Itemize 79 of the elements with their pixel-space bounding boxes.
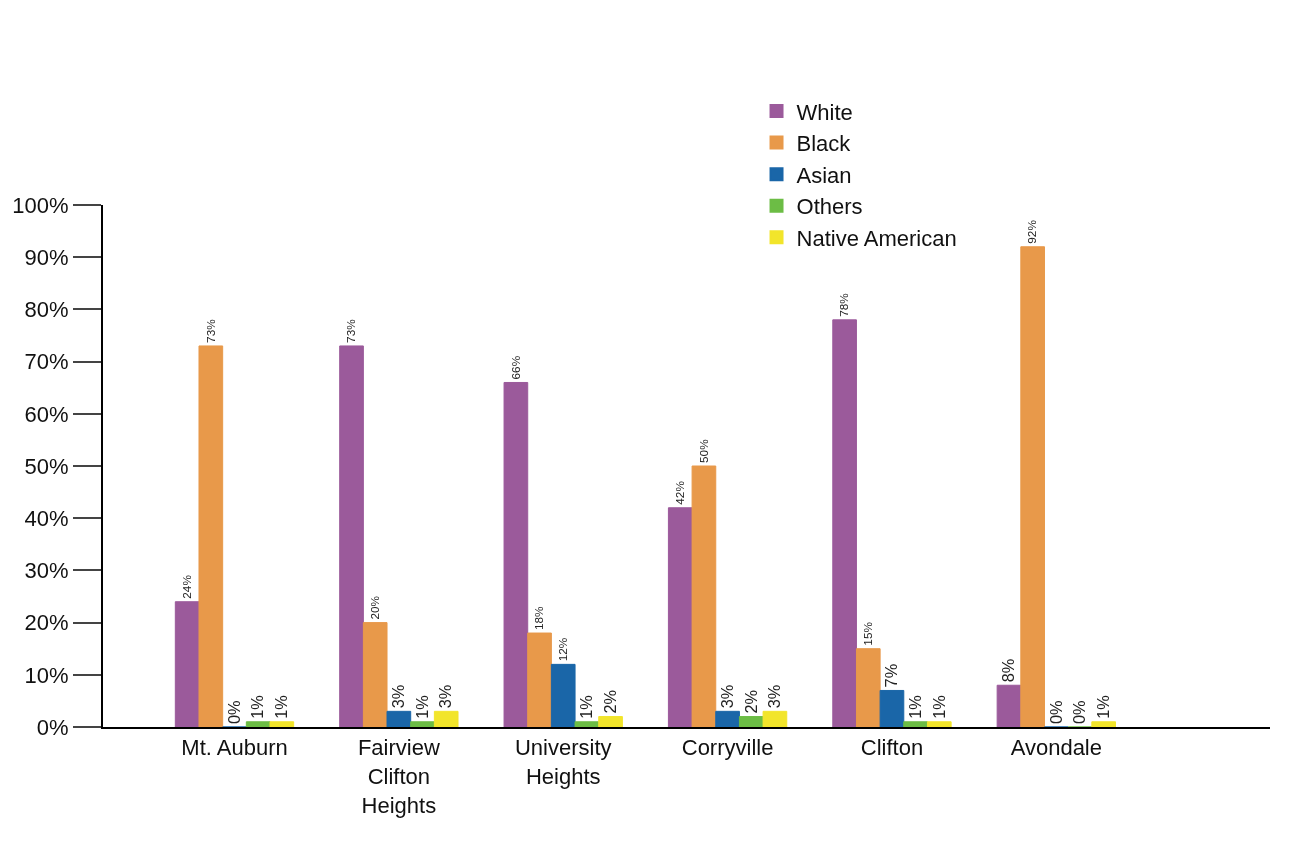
y-tick-label: 30%	[24, 558, 69, 584]
bar	[1091, 721, 1116, 727]
bar	[903, 721, 928, 727]
data-label: 0%	[1046, 700, 1065, 724]
x-tick-label: Mt. Auburn	[181, 735, 288, 761]
y-tick-label: 40%	[24, 505, 69, 531]
bar	[269, 721, 295, 727]
data-label: 8%	[999, 658, 1018, 683]
bar	[879, 689, 905, 727]
bar	[527, 632, 552, 727]
data-label: 42%	[673, 480, 688, 505]
data-label: 92%	[1025, 219, 1040, 244]
legend-label: Asian	[796, 162, 852, 188]
data-label: 50%	[696, 438, 711, 463]
y-tick-label: 90%	[24, 244, 69, 270]
data-label: 1%	[1093, 695, 1112, 719]
x-tick-label: Fairview Clifton Heights	[357, 735, 440, 818]
x-tick-label: Avondale	[1010, 735, 1102, 761]
bar	[1020, 246, 1045, 727]
legend-label: Others	[796, 194, 863, 220]
data-label: 66%	[508, 355, 523, 380]
data-label: 1%	[577, 695, 596, 719]
legend-label: Native American	[796, 225, 957, 251]
bar	[738, 716, 764, 727]
x-tick-label: University Heights	[514, 735, 612, 789]
data-label: 1%	[905, 695, 924, 719]
bar	[926, 721, 952, 727]
bar	[410, 721, 435, 727]
bar	[198, 345, 224, 727]
data-label: 24%	[179, 574, 194, 599]
data-label: 15%	[861, 621, 876, 646]
data-label: 12%	[556, 637, 571, 662]
data-label: 3%	[436, 684, 455, 709]
data-label: 73%	[203, 318, 218, 343]
data-label: 0%	[224, 700, 243, 724]
y-tick-label: 100%	[12, 192, 69, 218]
y-tick-label: 80%	[24, 297, 69, 323]
data-label: 0%	[1070, 700, 1089, 724]
bar	[245, 721, 271, 727]
data-label: 7%	[882, 663, 901, 688]
data-label: 3%	[717, 684, 736, 709]
bar	[667, 507, 693, 727]
data-label: 18%	[532, 605, 547, 631]
data-label: 73%	[344, 318, 359, 343]
data-label: 1%	[272, 695, 291, 719]
bar	[715, 710, 740, 727]
bar	[598, 716, 623, 727]
data-label: 3%	[765, 684, 784, 709]
y-tick-label: 0%	[36, 714, 69, 740]
bar	[762, 710, 788, 727]
bar	[550, 663, 576, 727]
bar	[574, 721, 600, 727]
y-tick-label: 60%	[24, 401, 69, 427]
legend-label: Black	[796, 131, 852, 157]
bar	[339, 345, 364, 727]
data-label: 2%	[600, 689, 619, 714]
data-label: 20%	[368, 595, 383, 620]
y-tick-label: 70%	[24, 349, 69, 375]
data-label: 1%	[412, 695, 431, 719]
x-tick-label: Corryville	[681, 735, 774, 761]
data-label: 3%	[389, 684, 408, 709]
bar	[174, 601, 200, 727]
bar	[832, 319, 857, 727]
data-label: 1%	[929, 695, 948, 719]
data-label: 1%	[248, 695, 267, 719]
bar	[855, 648, 881, 727]
data-label: 78%	[837, 292, 852, 317]
bar	[386, 710, 412, 727]
bar	[362, 622, 388, 727]
y-tick-label: 50%	[24, 453, 69, 479]
y-tick-label: 10%	[24, 662, 69, 688]
bar	[433, 710, 459, 727]
data-label: 2%	[741, 689, 760, 714]
y-tick-label: 20%	[24, 610, 69, 636]
bar	[996, 684, 1022, 727]
x-tick-label: Clifton	[860, 735, 924, 761]
bar	[503, 381, 529, 727]
legend-label: White	[796, 99, 853, 125]
bar	[691, 465, 717, 727]
